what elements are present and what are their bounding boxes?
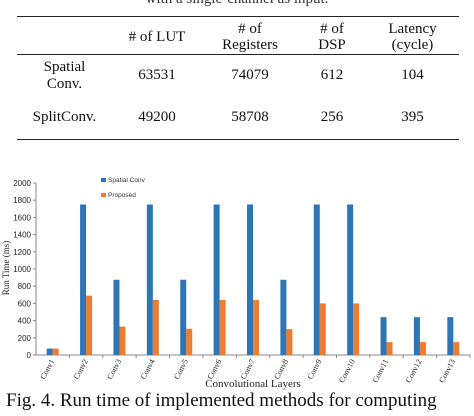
table-row-label: Spatial Conv.	[43, 58, 86, 92]
bar-proposed	[419, 342, 426, 355]
bar-spatial-conv	[313, 204, 320, 355]
figure-caption: Fig. 4. Run time of implemented methods …	[6, 390, 437, 411]
top-caption: with a single-channel as input.	[0, 0, 474, 8]
table-cell-registers: 74079	[231, 67, 269, 84]
y-tick-label: 1200	[13, 248, 31, 257]
x-tick-label: Conv10	[337, 358, 357, 385]
bar-spatial-conv	[213, 204, 220, 355]
bar-proposed	[253, 299, 259, 355]
table-cell-dsp: 612	[320, 67, 344, 84]
x-tick-label: Conv4	[139, 358, 157, 381]
table-row: Spatial Conv. 63531 74079 612 104	[17, 55, 459, 97]
y-tick-label: 200	[18, 334, 32, 343]
y-tick-label: 1000	[13, 265, 31, 274]
y-tick-label: 800	[18, 282, 32, 291]
run-time-chart: 0 200 400 600 800 1000 1200 1400 1600 1800 2000 Con…	[1, 177, 471, 390]
y-tick-label: 600	[18, 299, 32, 308]
bar-spatial-conv	[447, 317, 454, 355]
bar-proposed	[386, 342, 393, 355]
bar-spatial-conv	[180, 279, 187, 355]
bar-proposed	[186, 328, 193, 355]
x-tick-label: Conv13	[437, 358, 457, 385]
x-tick-label: Conv1	[38, 358, 56, 381]
y-axis-label: Run Time (ms)	[1, 241, 11, 296]
y-tick-label: 1400	[13, 231, 31, 240]
y-tick-label: 400	[18, 317, 32, 326]
x-tick-label: Conv9	[306, 358, 324, 381]
bar-proposed	[453, 342, 460, 355]
bar-proposed	[152, 299, 159, 355]
bar-proposed	[119, 326, 126, 355]
bar-proposed	[86, 295, 93, 355]
bar-proposed	[219, 299, 226, 355]
table-cell-latency: 395	[401, 109, 424, 126]
x-tick-label: Conv2	[72, 358, 90, 381]
bar-spatial-conv	[247, 204, 253, 355]
bar-spatial-conv	[347, 204, 354, 355]
bar-proposed	[353, 303, 360, 355]
x-tick-label: Conv12	[404, 358, 424, 385]
table-cell-lut: 63531	[138, 67, 176, 84]
bar-proposed	[286, 329, 293, 355]
bar-spatial-conv	[113, 279, 120, 355]
y-tick-label: 2000	[13, 179, 31, 188]
table-header-cell: # of LUT	[128, 29, 186, 45]
bar-spatial-conv	[413, 317, 420, 355]
y-tick-label: 1600	[13, 213, 31, 222]
legend-swatch	[101, 178, 106, 182]
table-header-cell: Latency (cycle)	[388, 21, 437, 53]
table-header-cell: # of Registers	[222, 21, 278, 53]
table-header-cell	[17, 17, 112, 55]
x-tick-label: Conv3	[105, 358, 123, 381]
y-tick-label: 1800	[13, 196, 31, 205]
table-header-cell: # of DSP	[318, 21, 346, 53]
bar-spatial-conv	[146, 204, 153, 355]
bar-spatial-conv	[380, 317, 387, 355]
legend-label: Proposed	[108, 192, 136, 199]
bar-spatial-conv	[280, 279, 287, 355]
results-table: # of LUT # of Registers # of DSP Latency (cycl…	[17, 16, 459, 140]
bar-proposed	[319, 303, 326, 355]
table-header-row: # of LUT # of Registers # of DSP Latency (cycl…	[17, 16, 459, 55]
bar-proposed	[52, 348, 59, 355]
bar-spatial-conv	[46, 348, 53, 355]
table-cell-registers: 58708	[231, 109, 269, 126]
legend-swatch	[101, 193, 106, 197]
table-row: SplitConv. 49200 58708 256 395	[17, 97, 459, 140]
legend-label: Spatial Conv	[108, 177, 146, 184]
table-cell-latency: 104	[401, 67, 424, 84]
x-axis-label: Convolutional Layers	[205, 378, 301, 390]
table-cell-lut: 49200	[138, 109, 176, 126]
x-tick-label: Conv5	[172, 358, 190, 381]
table-cell-dsp: 256	[320, 109, 344, 126]
x-tick-label: Conv11	[371, 358, 391, 384]
table-row-label: SplitConv.	[32, 109, 97, 126]
y-tick-label: 0	[27, 351, 32, 360]
bar-spatial-conv	[80, 204, 87, 355]
